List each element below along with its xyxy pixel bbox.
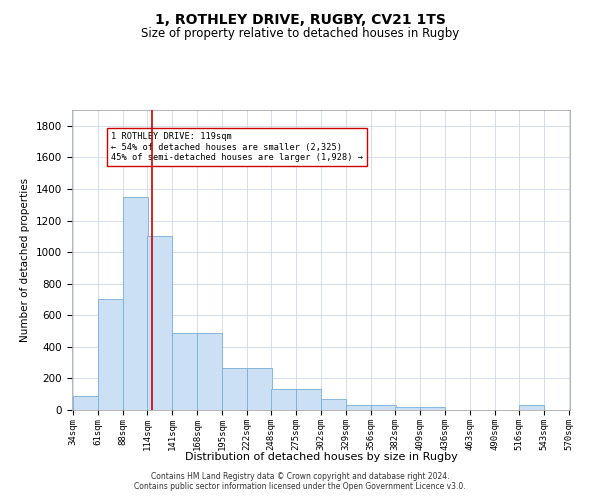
Text: Contains public sector information licensed under the Open Government Licence v3: Contains public sector information licen… [134, 482, 466, 491]
Bar [123, 197, 148, 410]
Bar [421, 407, 445, 410]
Bar [98, 300, 122, 410]
Text: Contains HM Land Registry data © Crown copyright and database right 2024.: Contains HM Land Registry data © Crown c… [151, 472, 449, 481]
Bar [73, 396, 98, 410]
Bar [223, 368, 247, 410]
Bar [148, 236, 172, 410]
Text: Size of property relative to detached houses in Rugby: Size of property relative to detached ho… [141, 28, 459, 40]
Bar [322, 399, 346, 410]
Bar [247, 368, 272, 410]
Bar [296, 390, 320, 410]
Bar [371, 406, 395, 410]
Bar [346, 406, 371, 410]
Y-axis label: Number of detached properties: Number of detached properties [20, 178, 31, 342]
Text: Distribution of detached houses by size in Rugby: Distribution of detached houses by size … [185, 452, 457, 462]
Bar [197, 332, 221, 410]
Bar [172, 332, 197, 410]
Bar [271, 390, 296, 410]
Text: 1 ROTHLEY DRIVE: 119sqm
← 54% of detached houses are smaller (2,325)
45% of semi: 1 ROTHLEY DRIVE: 119sqm ← 54% of detache… [111, 132, 363, 162]
Bar [395, 407, 419, 410]
Text: 1, ROTHLEY DRIVE, RUGBY, CV21 1TS: 1, ROTHLEY DRIVE, RUGBY, CV21 1TS [155, 12, 445, 26]
Bar [520, 406, 544, 410]
